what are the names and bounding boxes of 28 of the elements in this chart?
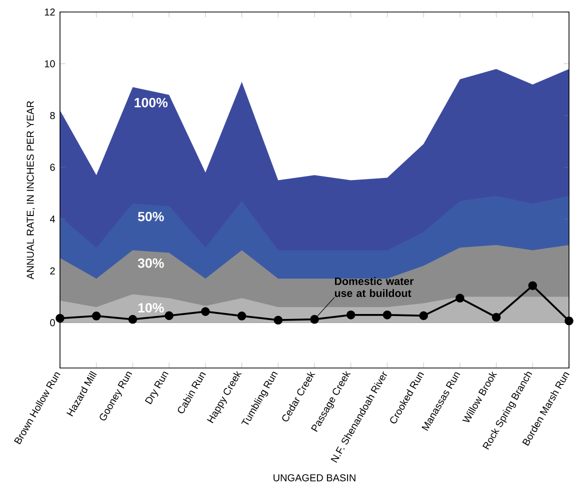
y-tick-label: 6 [50,164,55,171]
point [128,314,138,324]
point [492,312,501,322]
point [419,311,428,320]
point [237,312,246,320]
y-tick-label: 12 [44,8,55,16]
point [310,314,319,324]
y-axis-title: ANNUAL RATE, IN INCHES PER YEAR [26,101,36,280]
y-tick-label: 4 [50,216,55,223]
point [382,310,392,320]
y-tick-label: 0 [50,319,55,326]
series-label: 100% [134,98,168,108]
series-label: 50% [138,212,164,222]
x-axis-title: UNGAGED BASIN [274,474,356,482]
point [92,312,101,320]
point [274,316,283,324]
y-tick-label: 2 [50,267,55,274]
point [164,311,174,320]
point [456,294,464,302]
point [528,281,538,290]
series-label: 10% [138,303,164,313]
series-label: Domestic water use at buildout [334,277,414,298]
point [201,307,210,316]
point [346,310,356,320]
y-tick-label: 8 [50,112,55,120]
y-tick-label: 10 [44,60,55,68]
point [56,314,64,323]
series-label: 30% [138,258,164,268]
